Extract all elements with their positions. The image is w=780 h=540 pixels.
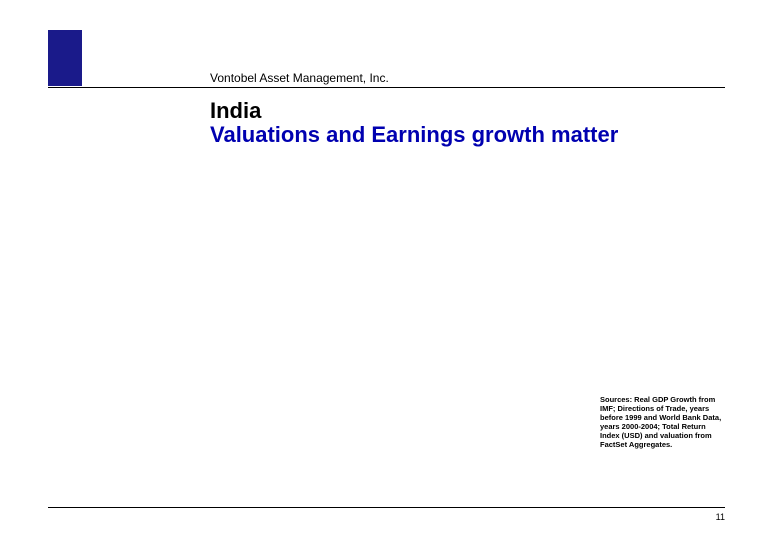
slide-title-line2: Valuations and Earnings growth matter (210, 122, 618, 148)
slide-title-line1: India (210, 98, 261, 124)
sources-text: Sources: Real GDP Growth from IMF; Direc… (600, 395, 722, 449)
company-name: Vontobel Asset Management, Inc. (210, 71, 389, 85)
footer-divider (48, 507, 725, 508)
page-number: 11 (716, 512, 725, 522)
header-divider (48, 87, 725, 88)
brand-logo (48, 30, 82, 86)
